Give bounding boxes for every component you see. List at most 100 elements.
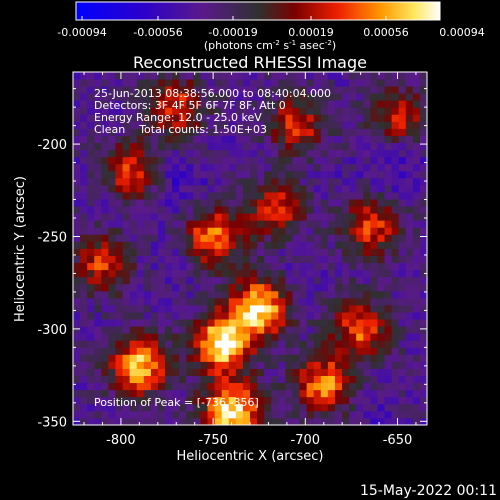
heatmap-cell bbox=[313, 276, 322, 285]
heatmap-cell bbox=[165, 149, 173, 158]
heatmap-cell bbox=[87, 382, 95, 391]
heatmap-cell bbox=[242, 227, 251, 235]
heatmap-cell bbox=[235, 72, 244, 80]
heatmap-cell bbox=[108, 290, 116, 299]
heatmap-cell bbox=[342, 79, 350, 87]
heatmap-cell bbox=[271, 241, 279, 249]
heatmap-cell bbox=[292, 241, 300, 249]
heatmap-cell bbox=[143, 269, 152, 278]
heatmap-cell bbox=[257, 319, 265, 327]
heatmap-cell bbox=[292, 389, 300, 398]
heatmap-cell bbox=[271, 396, 279, 405]
heatmap-cell bbox=[363, 234, 371, 242]
heatmap-cell bbox=[143, 170, 152, 179]
heatmap-cell bbox=[214, 206, 223, 214]
heatmap-cell bbox=[186, 403, 194, 412]
heatmap-cell bbox=[306, 297, 315, 306]
heatmap-cell bbox=[143, 354, 152, 362]
heatmap-cell bbox=[257, 361, 265, 369]
heatmap-cell bbox=[264, 156, 272, 165]
heatmap-cell bbox=[221, 220, 230, 228]
heatmap-cell bbox=[285, 192, 293, 200]
heatmap-cell bbox=[412, 107, 421, 115]
heatmap-cell bbox=[242, 100, 251, 108]
heatmap-cell bbox=[370, 304, 378, 313]
heatmap-cell bbox=[334, 206, 343, 214]
heatmap-cell bbox=[115, 234, 123, 242]
heatmap-cell bbox=[235, 382, 244, 391]
heatmap-cell bbox=[242, 234, 251, 242]
heatmap-cell bbox=[242, 340, 251, 348]
heatmap-cell bbox=[179, 340, 187, 348]
heatmap-cell bbox=[150, 156, 159, 165]
heatmap-cell bbox=[172, 319, 180, 327]
heatmap-cell bbox=[412, 241, 421, 249]
heatmap-cell bbox=[235, 149, 244, 158]
heatmap-cell bbox=[320, 396, 329, 405]
heatmap-cell bbox=[398, 276, 407, 285]
heatmap-cell bbox=[257, 72, 265, 80]
heatmap-cell bbox=[405, 417, 414, 425]
heatmap-cell bbox=[129, 72, 138, 80]
heatmap-cell bbox=[342, 121, 350, 129]
heatmap-cell bbox=[419, 192, 427, 200]
colorbar-units: (photons cm-2 s-1 asec-2) bbox=[204, 39, 336, 52]
heatmap-cell bbox=[221, 121, 230, 129]
heatmap-cell bbox=[320, 163, 329, 172]
heatmap-cell bbox=[115, 128, 123, 136]
heatmap-cell bbox=[412, 375, 421, 384]
heatmap-cell bbox=[320, 220, 329, 228]
heatmap-cell bbox=[228, 354, 237, 362]
heatmap-cell bbox=[299, 312, 308, 320]
heatmap-cell bbox=[334, 135, 343, 143]
heatmap-cell bbox=[108, 248, 116, 256]
heatmap-cell bbox=[391, 156, 400, 165]
heatmap-cell bbox=[370, 128, 378, 136]
heatmap-cell bbox=[271, 276, 279, 285]
heatmap-cell bbox=[349, 283, 357, 292]
heatmap-cell bbox=[377, 368, 385, 376]
heatmap-cell bbox=[122, 234, 131, 242]
heatmap-cell bbox=[419, 304, 427, 313]
heatmap-cell bbox=[108, 142, 116, 151]
heatmap-cell bbox=[108, 72, 116, 80]
heatmap-cell bbox=[150, 297, 159, 306]
heatmap-cell bbox=[313, 283, 322, 292]
heatmap-cell bbox=[334, 368, 343, 376]
heatmap-cell bbox=[356, 93, 364, 101]
heatmap-cell bbox=[264, 333, 272, 341]
heatmap-cell bbox=[115, 333, 123, 341]
heatmap-cell bbox=[94, 410, 102, 419]
heatmap-cell bbox=[157, 312, 166, 320]
heatmap-cell bbox=[405, 410, 414, 419]
heatmap-cell bbox=[242, 72, 251, 80]
heatmap-cell bbox=[228, 100, 237, 108]
heatmap-cell bbox=[87, 255, 95, 264]
heatmap-cell bbox=[405, 290, 414, 299]
heatmap-cell bbox=[179, 163, 187, 172]
heatmap-cell bbox=[80, 93, 88, 101]
heatmap-cell bbox=[101, 107, 109, 115]
heatmap-cell bbox=[143, 382, 152, 391]
heatmap-cell bbox=[264, 248, 272, 256]
heatmap-cell bbox=[242, 312, 251, 320]
heatmap-cell bbox=[271, 163, 279, 172]
heatmap-cell bbox=[405, 276, 414, 285]
heatmap-cell bbox=[356, 199, 364, 207]
heatmap-cell bbox=[363, 121, 371, 129]
heatmap-cell bbox=[356, 326, 364, 334]
heatmap-cell bbox=[405, 79, 414, 87]
heatmap-cell bbox=[299, 333, 308, 341]
heatmap-cell bbox=[320, 417, 329, 425]
heatmap-cell bbox=[150, 213, 159, 221]
heatmap-cell bbox=[235, 304, 244, 313]
heatmap-cell bbox=[384, 347, 392, 355]
heatmap-cell bbox=[207, 255, 215, 264]
heatmap-cell bbox=[391, 410, 400, 419]
heatmap-cell bbox=[292, 410, 300, 419]
heatmap-cell bbox=[327, 368, 336, 376]
heatmap-cell bbox=[349, 255, 357, 264]
heatmap-cell bbox=[356, 347, 364, 355]
heatmap-cell bbox=[242, 410, 251, 419]
heatmap-cell bbox=[327, 79, 336, 87]
